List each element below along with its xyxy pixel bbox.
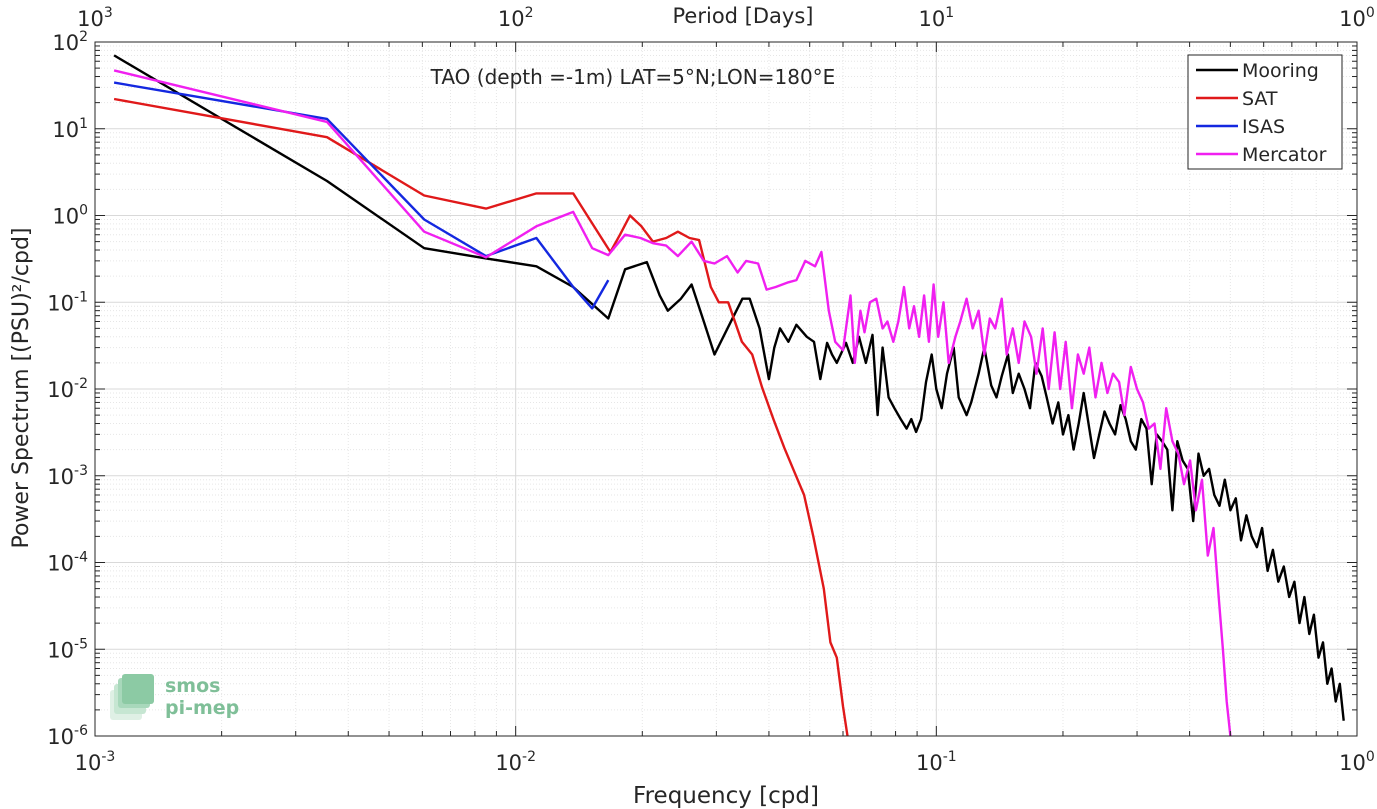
series-layer bbox=[113, 54, 1345, 736]
chart-title: TAO (depth =-1m) LAT=5°N;LON=180°E bbox=[430, 65, 836, 89]
y-tick-label: 10-6 bbox=[47, 723, 88, 749]
minor-grid bbox=[95, 42, 1357, 736]
x-axis-label: Frequency [cpd] bbox=[633, 783, 819, 809]
series-line-mercator bbox=[113, 69, 1232, 736]
y-tick-label: 100 bbox=[52, 203, 88, 229]
y-tick-label: 101 bbox=[52, 116, 88, 142]
series-line-isas bbox=[113, 81, 610, 310]
x-tick-label: 10-2 bbox=[495, 749, 536, 775]
y-tick-label: 10-5 bbox=[47, 636, 88, 662]
x-tick-label: 100 bbox=[1339, 749, 1375, 775]
series-line-mooring bbox=[113, 54, 1345, 721]
logo-text-pimep: pi-mep bbox=[165, 697, 239, 719]
legend-label-isas: ISAS bbox=[1242, 116, 1285, 138]
tick-labels: 10-3 10-2 10-1 100 10-6 10-5 10-4 10-3 10-2 10-1 1… bbox=[47, 5, 1375, 775]
y-tick-label: 10-3 bbox=[47, 463, 88, 489]
legend-label-mooring: Mooring bbox=[1242, 60, 1319, 82]
tick-marks bbox=[94, 41, 1358, 737]
period-tick-label: 102 bbox=[498, 5, 534, 31]
x-tick-label: 10-1 bbox=[916, 749, 957, 775]
smos-logo: smos pi-mep bbox=[110, 674, 239, 720]
y-tick-label: 10-2 bbox=[47, 376, 88, 402]
period-tick-label: 100 bbox=[1339, 5, 1375, 31]
y-tick-label: 102 bbox=[52, 29, 88, 55]
legend[interactable]: Mooring SAT ISAS Mercator bbox=[1187, 54, 1343, 170]
x-tick-label: 10-3 bbox=[75, 749, 116, 775]
y-tick-label: 10-1 bbox=[47, 289, 88, 315]
legend-label-sat: SAT bbox=[1242, 88, 1278, 110]
period-tick-label: 101 bbox=[919, 5, 955, 31]
y-axis-label: Power Spectrum [(PSU)²/cpd] bbox=[9, 227, 34, 548]
top-axis-label: Period [Days] bbox=[673, 4, 814, 28]
logo-text-smos: smos bbox=[165, 675, 220, 697]
period-tick-label: 103 bbox=[77, 5, 113, 31]
legend-label-mercator: Mercator bbox=[1242, 144, 1327, 166]
series-line-sat bbox=[113, 97, 849, 736]
legend-box bbox=[1187, 54, 1343, 170]
y-tick-label: 10-4 bbox=[47, 550, 88, 576]
